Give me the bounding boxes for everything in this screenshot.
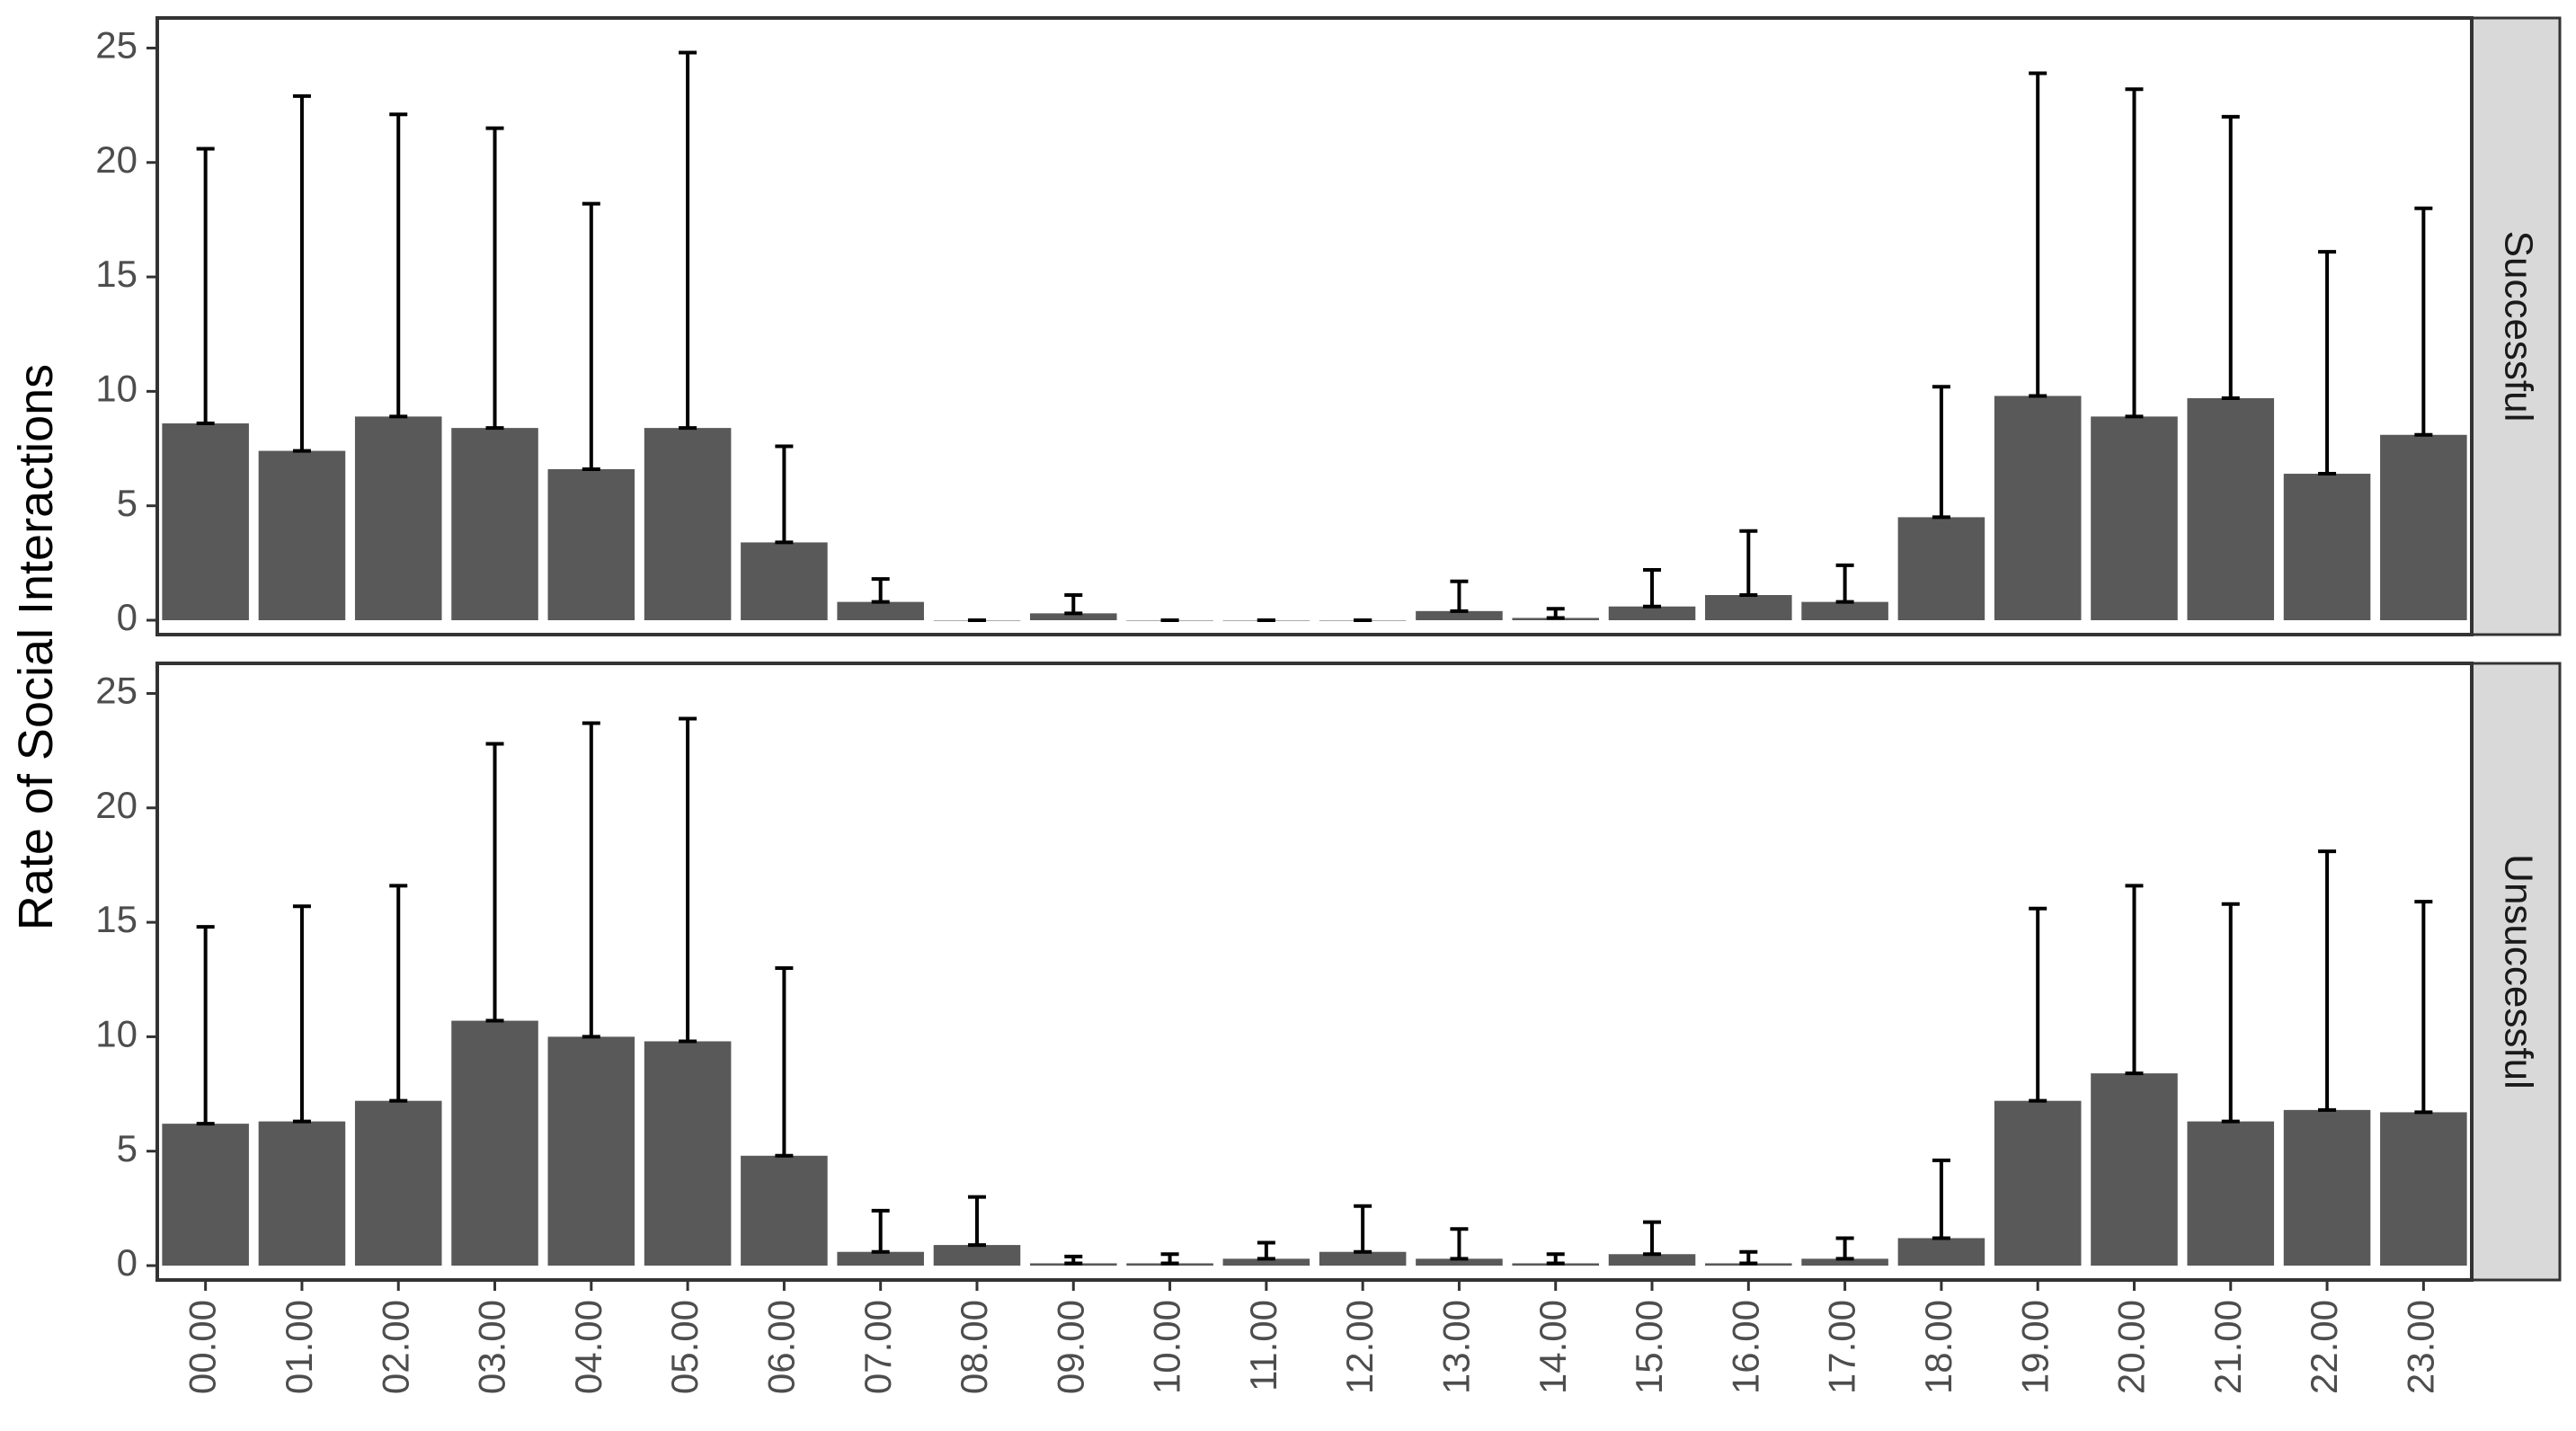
x-tick-label: 16.00 <box>1724 1300 1766 1394</box>
x-tick-label: 08.00 <box>953 1300 995 1394</box>
y-tick-label: 0 <box>117 596 138 638</box>
y-tick-label: 10 <box>95 1012 138 1054</box>
bar-19.00 <box>1994 396 2082 620</box>
bar-17.00 <box>1801 601 1888 620</box>
facet-panels: Successful 0 5 10 15 20 25 Unsuccessful 0 5 10 15 20… <box>95 16 2562 1284</box>
y-axis-title: Rate of Social Interactions <box>9 364 63 930</box>
bar-01.00 <box>258 450 346 620</box>
bar-00.00 <box>162 423 249 620</box>
y-tick-label: 20 <box>95 138 138 181</box>
bar-21.00 <box>2187 1121 2275 1266</box>
bar-15.00 <box>1608 606 1696 620</box>
x-tick-label: 07.00 <box>857 1300 899 1394</box>
bar-20.00 <box>2091 416 2178 620</box>
bar-16.00 <box>1705 594 1792 620</box>
bar-03.00 <box>451 428 538 620</box>
bar-02.00 <box>354 1100 442 1266</box>
panel-border <box>155 16 2474 636</box>
y-tick-label: 5 <box>117 1127 138 1169</box>
x-tick-label: 03.00 <box>471 1300 513 1394</box>
x-tick-label: 06.00 <box>759 1300 802 1394</box>
x-tick-label: 00.00 <box>182 1300 224 1394</box>
bar-23.00 <box>2380 1112 2467 1266</box>
bar-20.00 <box>2091 1073 2178 1266</box>
bar-06.00 <box>741 1155 828 1266</box>
bar-05.00 <box>644 1041 732 1266</box>
facet-strip-label: Successful <box>2496 231 2540 422</box>
bar-18.00 <box>1897 1238 1985 1266</box>
x-tick-label: 22.00 <box>2303 1300 2345 1394</box>
bar-05.00 <box>644 428 732 620</box>
x-tick-label: 04.00 <box>567 1300 609 1394</box>
bar-00.00 <box>162 1124 249 1266</box>
x-tick-label: 20.00 <box>2110 1300 2153 1394</box>
bar-02.00 <box>354 416 442 620</box>
bar-15.00 <box>1608 1254 1696 1266</box>
x-tick-label: 13.00 <box>1435 1300 1478 1394</box>
x-tick-label: 15.00 <box>1628 1300 1670 1394</box>
bar-17.00 <box>1801 1258 1888 1266</box>
panel-border <box>155 662 2474 1282</box>
x-tick-label: 02.00 <box>374 1300 416 1394</box>
bar-07.00 <box>837 1251 924 1266</box>
bar-22.00 <box>2283 474 2371 620</box>
panel-successful: Successful 0 5 10 15 20 25 <box>95 16 2562 638</box>
bar-08.00 <box>933 1245 1021 1266</box>
x-axis: 00.00 01.00 02.00 03.00 04.00 05.00 06.00 07.00… <box>182 1280 2441 1394</box>
y-tick-label: 25 <box>95 24 138 67</box>
bar-13.00 <box>1416 1258 1503 1266</box>
bar-23.00 <box>2380 434 2467 620</box>
x-tick-label: 05.00 <box>663 1300 706 1394</box>
x-tick-label: 01.00 <box>278 1300 320 1394</box>
facet-strip <box>2470 16 2562 636</box>
bar-13.00 <box>1416 610 1503 620</box>
bar-12.00 <box>1319 1251 1407 1266</box>
x-tick-label: 21.00 <box>2207 1300 2249 1394</box>
y-tick-label: 25 <box>95 670 138 712</box>
bar-01.00 <box>258 1121 346 1266</box>
x-tick-label: 18.00 <box>1917 1300 1959 1394</box>
bar-18.00 <box>1897 517 1985 620</box>
x-tick-label: 14.00 <box>1532 1300 1574 1394</box>
x-tick-label: 10.00 <box>1146 1300 1188 1394</box>
bar-21.00 <box>2187 398 2275 620</box>
bar-22.00 <box>2283 1109 2371 1266</box>
x-tick-label: 23.00 <box>2399 1300 2441 1394</box>
x-tick-label: 11.00 <box>1242 1300 1284 1391</box>
bar-03.00 <box>451 1020 538 1266</box>
y-tick-label: 10 <box>95 367 138 409</box>
bar-04.00 <box>547 468 635 620</box>
y-tick-label: 0 <box>117 1241 138 1284</box>
y-tick-label: 15 <box>95 253 138 295</box>
bar-09.00 <box>1029 613 1117 620</box>
panel-unsuccessful: Unsuccessful 0 5 10 15 20 25 <box>95 662 2562 1284</box>
bar-19.00 <box>1994 1100 2082 1266</box>
x-tick-label: 12.00 <box>1338 1300 1381 1394</box>
bar-06.00 <box>741 542 828 620</box>
x-tick-label: 09.00 <box>1049 1300 1091 1394</box>
y-tick-label: 15 <box>95 898 138 940</box>
bar-04.00 <box>547 1036 635 1266</box>
bar-07.00 <box>837 601 924 620</box>
y-tick-label: 5 <box>117 482 138 524</box>
bar-11.00 <box>1222 1258 1310 1266</box>
facet-strip-label: Unsuccessful <box>2496 854 2540 1089</box>
x-tick-label: 19.00 <box>2013 1300 2056 1394</box>
x-tick-label: 17.00 <box>1821 1300 1863 1394</box>
y-tick-label: 20 <box>95 784 138 826</box>
facet-strip <box>2470 662 2562 1282</box>
